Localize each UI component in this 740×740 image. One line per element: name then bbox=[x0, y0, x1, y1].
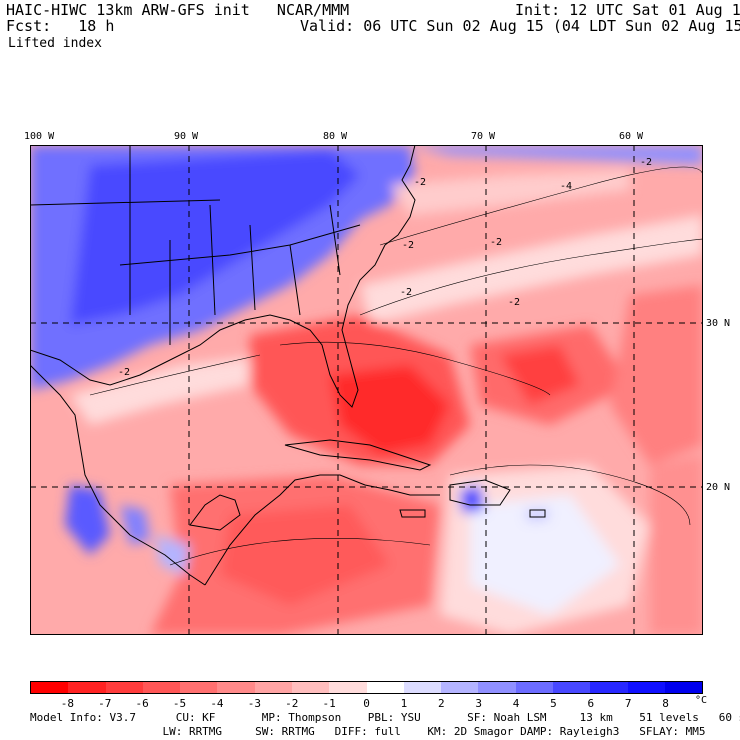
lon-label-100w: 100 W bbox=[24, 131, 55, 142]
colorbar-tick-label: 8 bbox=[662, 697, 669, 710]
colorbar-tick-label: 3 bbox=[475, 697, 482, 710]
colorbar-tick-label: -3 bbox=[247, 697, 261, 710]
colorbar-swatch bbox=[142, 682, 181, 693]
colorbar-swatch bbox=[180, 682, 218, 693]
model-info-line2: LW: RRTMG SW: RRTMG DIFF: full KM: 2D Sm… bbox=[30, 725, 706, 738]
colorbar-swatch bbox=[478, 682, 516, 693]
valid-time: Valid: 06 UTC Sun 02 Aug 15 (04 LDT Sun … bbox=[300, 17, 740, 35]
model-info-line1: Model Info: V3.7 CU: KF MP: Thompson PBL… bbox=[30, 711, 740, 724]
model-title: HAIC-HIWC 13km ARW-GFS init NCAR/MMM bbox=[6, 1, 350, 19]
contour-label: -2 bbox=[402, 240, 414, 251]
colorbar-swatch bbox=[403, 682, 442, 693]
contour-label: -2 bbox=[640, 157, 652, 168]
lon-label-60w: 60 W bbox=[619, 131, 644, 142]
colorbar-tick-label: 7 bbox=[624, 697, 632, 710]
colorbar-swatch bbox=[217, 682, 255, 693]
field-label: Lifted index bbox=[8, 36, 102, 51]
colorbar-swatch bbox=[552, 682, 591, 693]
contour-label: -2 bbox=[414, 177, 426, 188]
graticule bbox=[30, 145, 703, 635]
colorbar-tick-label: -1 bbox=[322, 697, 336, 710]
colorbar-tick-label: -7 bbox=[98, 697, 112, 710]
lon-label-70w: 70 W bbox=[471, 131, 496, 142]
colorbar-tick-label: 1 bbox=[400, 697, 408, 710]
lat-label-30n: 30 N bbox=[706, 318, 731, 329]
colorbar-swatch bbox=[31, 682, 69, 693]
colorbar-tick-label: -8 bbox=[60, 697, 74, 710]
colorbar-unit: °C bbox=[694, 695, 708, 706]
contours bbox=[89, 166, 703, 566]
contour-label: -2 bbox=[118, 367, 130, 378]
colorbar-swatch bbox=[105, 682, 143, 693]
colorbar-swatch bbox=[441, 682, 479, 693]
colorbar-tick-label: -5 bbox=[172, 697, 187, 710]
map-frame bbox=[30, 145, 703, 635]
lat-label-20n: 20 N bbox=[706, 482, 731, 493]
lon-label-80w: 80 W bbox=[323, 131, 348, 142]
colorbar-tick-label: 5 bbox=[550, 697, 557, 710]
shaded-field bbox=[30, 145, 703, 635]
colorbar-tick-label: -6 bbox=[135, 697, 149, 710]
forecast-hour: Fcst: 18 h bbox=[6, 17, 115, 35]
colorbar-tick-label: 0 bbox=[363, 697, 370, 710]
lifted-index-map: -2 -2 -2 -2 -2 -4 -2 -2 bbox=[30, 145, 703, 635]
colorbar-tick-label: 6 bbox=[587, 697, 595, 710]
colorbar-swatch bbox=[291, 682, 330, 693]
colorbar-swatch bbox=[664, 682, 703, 693]
colorbar-swatch bbox=[254, 682, 292, 693]
colorbar-tick-label: 2 bbox=[437, 697, 445, 710]
colorbar bbox=[30, 681, 703, 694]
contour-label: -4 bbox=[560, 181, 572, 192]
lon-label-90w: 90 W bbox=[174, 131, 199, 142]
contour-label: -2 bbox=[490, 237, 502, 248]
colorbar-swatch bbox=[366, 682, 404, 693]
contour-label: -2 bbox=[400, 287, 412, 298]
colorbar-tick-label: -2 bbox=[285, 697, 299, 710]
init-time: Init: 12 UTC Sat 01 Aug 15 bbox=[515, 1, 740, 19]
colorbar-swatch bbox=[590, 682, 628, 693]
colorbar-swatch bbox=[515, 682, 553, 693]
contour-label: -2 bbox=[508, 297, 520, 308]
colorbar-tick-label: 4 bbox=[512, 697, 520, 710]
colorbar-tick-label: -4 bbox=[210, 697, 224, 710]
coastlines bbox=[30, 145, 546, 586]
colorbar-swatch bbox=[627, 682, 665, 693]
colorbar-swatch bbox=[68, 682, 106, 693]
colorbar-swatch bbox=[329, 682, 367, 693]
